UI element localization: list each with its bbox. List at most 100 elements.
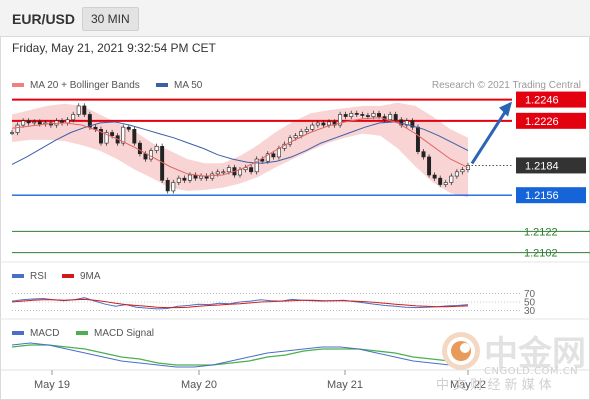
level-label: 1.2156 [525,190,559,202]
candle [76,105,81,115]
legend-ma20-label: MA 20 + Bollinger Bands [30,80,140,91]
macd-swatch [12,331,24,336]
candle [254,158,259,173]
candle [304,129,309,132]
candle [99,129,103,144]
candle [126,126,131,130]
candle [65,119,70,124]
level-box [516,112,586,129]
candle [132,129,137,144]
legend-macd-label: MACD [30,328,60,339]
candle [460,169,465,173]
level-box [516,187,586,204]
chart-credit: Research © 2021 Trading Central [431,80,581,91]
forecast-arrow [470,109,508,165]
bollinger-band [12,102,468,198]
candle [432,174,437,179]
x-tick-label: May 20 [181,379,217,391]
level-label: 1.2226 [525,116,559,128]
candle [271,153,276,158]
candle [349,113,354,117]
candle [360,114,365,116]
candle [137,142,142,155]
legend-rsi-label: RSI [30,271,47,282]
candle [388,114,393,121]
ma20-line [11,117,469,177]
candle [293,135,298,139]
level-label: 1.2102 [524,248,558,260]
macd-signal-line [11,344,469,366]
candle [171,182,176,192]
candle [93,126,98,130]
candle [15,124,20,133]
candle [427,156,432,176]
level-box [516,157,586,174]
watermark-brand: 中金网 [484,334,586,374]
candle [299,131,304,136]
watermark-domain: CNGOLD.COM.CN [484,366,579,377]
candle [327,121,331,126]
legend-macd-signal: MACD Signal [76,328,154,339]
legend-rsi-ma: 9MA [62,271,101,282]
candle [315,122,320,126]
rsi-ma-line [11,298,469,309]
forecast-arrowhead [499,101,512,117]
legend-rsi-ma-label: 9MA [80,271,101,282]
candle [149,150,153,160]
candle [449,175,454,183]
candle [32,121,37,124]
cngold-logo-icon [442,332,480,370]
candle [87,114,92,128]
candle [215,171,220,175]
candle [26,120,31,124]
candle [454,171,459,177]
candle [104,132,109,144]
candle [243,167,248,170]
candle [71,114,76,121]
ma50-line [11,121,469,165]
candle [176,177,181,183]
candle [249,167,254,173]
candle [276,148,281,158]
candle [343,114,348,117]
candle [354,113,359,115]
ma20-swatch [12,83,24,88]
level-label: 1.2246 [525,95,559,107]
candle [260,158,265,162]
rsi-tick-label: 50 [524,298,536,309]
watermark-slogan: 中 文 财 经 新 媒 体 [436,378,552,393]
legend-rsi: RSI [12,271,47,282]
candle [365,115,370,117]
candle [371,113,376,117]
x-tick-label: May 21 [327,379,363,391]
interval-button[interactable]: 30 MIN [82,7,139,31]
currency-pair: EUR/USD [12,11,76,27]
candle [377,113,381,117]
candle [443,182,448,185]
candle [393,114,398,121]
candle [265,153,270,162]
level-label: 1.2122 [524,226,558,238]
candle [332,121,337,126]
candle [182,177,187,181]
candle [82,105,87,115]
chart-datetime: Friday, May 21, 2021 9:32:54 PM CET [12,41,216,55]
candle [187,174,192,181]
legend-macd-signal-label: MACD Signal [94,328,155,339]
rsi-swatch [12,274,24,279]
rsi-tick-label: 30 [524,306,536,317]
legend-ma50: MA 50 [156,80,202,91]
rsi-ma-swatch [62,274,74,279]
level-box [516,91,586,108]
x-tick-label: May 22 [450,379,486,391]
level-label: 1.2184 [525,160,559,172]
candle [21,120,26,126]
candle [199,175,204,179]
candle [121,126,126,144]
legend-ma20: MA 20 + Bollinger Bands [12,80,140,91]
legend-macd: MACD [12,328,59,339]
candle [110,132,115,136]
candle [221,171,226,174]
candle [154,146,159,151]
candle [37,121,42,125]
